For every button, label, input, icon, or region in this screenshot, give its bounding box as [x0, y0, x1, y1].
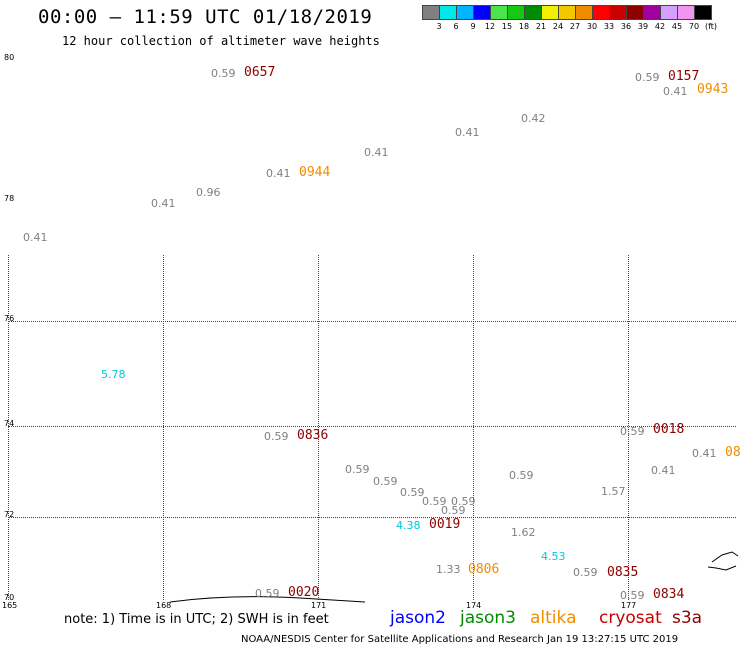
wave-height-value: 0.59 [635, 71, 660, 84]
wave-height-value: 0.59 [255, 587, 280, 600]
wave-height-value: 0.59 [573, 566, 598, 579]
legend-label: 18 [518, 22, 530, 31]
wave-height-value: 0.59 [373, 475, 398, 488]
legend-swatch [694, 5, 712, 20]
wave-height-value: 0.59 [620, 425, 645, 438]
legend-label: 21 [535, 22, 547, 31]
wave-height-value: 1.62 [511, 526, 536, 539]
observation-time: 0834 [653, 587, 685, 602]
grid-line-lon-174 [473, 255, 474, 600]
grid-line-lon-165 [8, 255, 9, 600]
wave-height-value: 0.59 [264, 430, 289, 443]
legend-label: 3 [436, 22, 442, 31]
map-title: 00:00 – 11:59 UTC 01/18/2019 [38, 6, 373, 28]
legend-label: 6 [453, 22, 459, 31]
satellite-jason2: jason2 [390, 608, 446, 628]
map-subtitle: 12 hour collection of altimeter wave hei… [62, 34, 380, 48]
wave-height-value: 0.41 [651, 464, 676, 477]
lon-label: 177 [621, 601, 637, 610]
grid-line-lon-177 [628, 255, 629, 600]
wave-height-value: 0.59 [422, 495, 447, 508]
wave-height-value: 0.41 [455, 126, 480, 139]
wave-height-value: 0.59 [211, 67, 236, 80]
lon-label: 165 [2, 601, 18, 610]
wave-height-value: 0.59 [400, 486, 425, 499]
legend-label: 39 [637, 22, 649, 31]
grid-line-lon-168 [163, 255, 164, 600]
observation-time: 0657 [244, 65, 276, 80]
wave-height-value: 0.59 [345, 463, 370, 476]
units-note: note: 1) Time is in UTC; 2) SWH is in fe… [64, 612, 329, 627]
lat-label: 70 [4, 593, 15, 602]
satellite-cryosat: cryosat [599, 608, 662, 628]
observation-time: 0019 [429, 517, 461, 532]
wave-height-value: 5.78 [101, 368, 126, 381]
wave-height-value: 1.57 [601, 485, 626, 498]
legend-label: 12 [484, 22, 496, 31]
wave-height-value: 0.59 [451, 495, 476, 508]
legend-label: 24 [552, 22, 564, 31]
satellite-s3a: s3a [672, 608, 703, 628]
observation-time: 0018 [653, 422, 685, 437]
lon-label: 171 [311, 601, 327, 610]
legend-label: 27 [569, 22, 581, 31]
wave-height-value: 0.41 [266, 167, 291, 180]
lon-label: 174 [466, 601, 482, 610]
grid-line-lat-72 [8, 517, 736, 518]
lat-label: 76 [4, 314, 15, 323]
wave-height-value: 0.41 [663, 85, 688, 98]
color-legend [422, 5, 712, 20]
wave-height-value: 0.59 [620, 589, 645, 602]
wave-height-value: 0.42 [521, 112, 546, 125]
legend-label: 15 [501, 22, 513, 31]
wave-height-value: 0.59 [509, 469, 534, 482]
lat-label: 80 [4, 53, 15, 62]
observation-time: 0806 [468, 562, 500, 577]
wave-height-value: 0.41 [364, 146, 389, 159]
grid-line-lon-171 [318, 255, 319, 600]
footer-credit: NOAA/NESDIS Center for Satellite Applica… [241, 634, 679, 645]
lat-label: 78 [4, 194, 15, 203]
observation-time: 0835 [607, 565, 639, 580]
lat-label: 72 [4, 510, 15, 519]
wave-height-value: 0.41 [23, 231, 48, 244]
wave-height-value: 0.41 [151, 197, 176, 210]
grid-line-lat-76 [8, 321, 736, 322]
satellite-jason3: jason3 [460, 608, 516, 628]
legend-label: 30 [586, 22, 598, 31]
wave-height-value: 4.38 [396, 519, 421, 532]
legend-label: 42 [654, 22, 666, 31]
wave-height-value: 4.53 [541, 550, 566, 563]
wave-height-value: 1.33 [436, 563, 461, 576]
grid-line-lat-74 [8, 426, 736, 427]
observation-time: 0020 [288, 585, 320, 600]
legend-label: 36 [620, 22, 632, 31]
wave-height-value: 0.41 [692, 447, 717, 460]
wave-height-value: 0.59 [441, 504, 466, 517]
legend-label: (ft) [704, 22, 718, 31]
legend-label: 9 [470, 22, 476, 31]
observation-time: 0836 [297, 428, 329, 443]
lat-label: 74 [4, 419, 15, 428]
satellite-altika: altika [530, 608, 577, 628]
observation-time: 0944 [299, 165, 331, 180]
legend-label: 33 [603, 22, 615, 31]
wave-height-value: 0.96 [196, 186, 221, 199]
observation-time: 0943 [697, 82, 729, 97]
lon-label: 168 [156, 601, 172, 610]
observation-time: 0157 [668, 69, 700, 84]
legend-label: 70 [688, 22, 700, 31]
legend-label: 45 [671, 22, 683, 31]
observation-time: 08 [725, 445, 740, 460]
